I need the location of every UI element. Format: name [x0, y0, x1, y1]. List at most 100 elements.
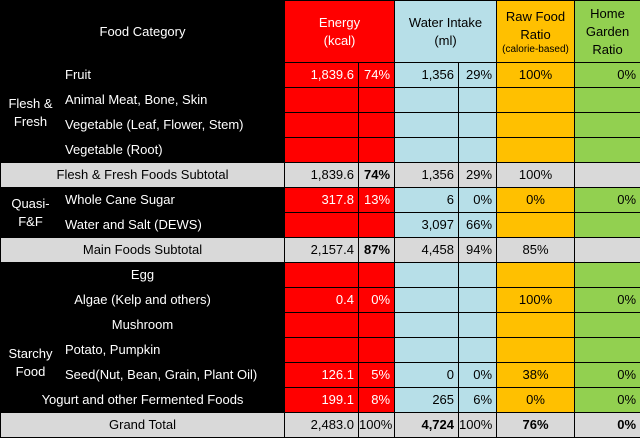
energy-value: 0.4 — [285, 288, 359, 313]
subtotal-row: Main Foods Subtotal 2,157.4 87% 4,458 94… — [1, 238, 640, 263]
header-energy: Energy (kcal) — [285, 1, 395, 63]
group-starchy: Starchy Food — [1, 338, 61, 388]
water-pct — [459, 288, 497, 313]
energy-value: 1,839.6 — [285, 63, 359, 88]
energy-pct: 74% — [359, 63, 395, 88]
home-ratio: 0% — [575, 413, 640, 438]
raw-ratio — [497, 338, 575, 363]
water-value: 1,356 — [395, 163, 459, 188]
header-water-line1: Water Intake — [409, 15, 482, 30]
row-label: Egg — [1, 263, 285, 288]
energy-value — [285, 88, 359, 113]
table-row: Starchy Food Potato, Pumpkin — [1, 338, 640, 363]
water-pct — [459, 313, 497, 338]
water-pct: 6% — [459, 388, 497, 413]
home-ratio — [575, 113, 640, 138]
header-energy-line2: (kcal) — [324, 33, 356, 48]
energy-pct — [359, 213, 395, 238]
water-value — [395, 288, 459, 313]
group-quasi: Quasi-F&F — [1, 188, 61, 238]
header-row: Food Category Energy (kcal) Water Intake… — [1, 1, 640, 63]
header-energy-line1: Energy — [319, 15, 360, 30]
raw-ratio — [497, 313, 575, 338]
row-label: Potato, Pumpkin — [61, 338, 285, 363]
raw-ratio: 76% — [497, 413, 575, 438]
water-value: 265 — [395, 388, 459, 413]
raw-ratio: 100% — [497, 63, 575, 88]
water-value — [395, 138, 459, 163]
water-value: 0 — [395, 363, 459, 388]
header-water: Water Intake (ml) — [395, 1, 497, 63]
energy-value — [285, 113, 359, 138]
water-pct: 100% — [459, 413, 497, 438]
energy-value: 2,483.0 — [285, 413, 359, 438]
row-label: Vegetable (Leaf, Flower, Stem) — [61, 113, 285, 138]
table-row: Yogurt and other Fermented Foods 199.1 8… — [1, 388, 640, 413]
header-raw-line3: (calorie-based) — [497, 44, 574, 56]
energy-pct — [359, 263, 395, 288]
row-label: Main Foods Subtotal — [1, 238, 285, 263]
energy-pct: 74% — [359, 163, 395, 188]
water-value: 1,356 — [395, 63, 459, 88]
home-ratio — [575, 338, 640, 363]
home-ratio: 0% — [575, 363, 640, 388]
table-row: Quasi-F&F Whole Cane Sugar 317.8 13% 6 0… — [1, 188, 640, 213]
row-label: Vegetable (Root) — [61, 138, 285, 163]
water-pct — [459, 338, 497, 363]
group-flesh: Flesh & Fresh — [1, 63, 61, 163]
water-value — [395, 113, 459, 138]
row-label: Water and Salt (DEWS) — [61, 213, 285, 238]
water-pct: 0% — [459, 188, 497, 213]
row-label: Yogurt and other Fermented Foods — [1, 388, 285, 413]
water-pct — [459, 113, 497, 138]
raw-ratio: 100% — [497, 288, 575, 313]
water-value — [395, 338, 459, 363]
home-ratio — [575, 213, 640, 238]
home-ratio: 0% — [575, 388, 640, 413]
energy-value: 317.8 — [285, 188, 359, 213]
row-label: Animal Meat, Bone, Skin — [61, 88, 285, 113]
energy-pct — [359, 338, 395, 363]
energy-value: 199.1 — [285, 388, 359, 413]
row-label: Seed(Nut, Bean, Grain, Plant Oil) — [61, 363, 285, 388]
grand-total-row: Grand Total 2,483.0 100% 4,724 100% 76% … — [1, 413, 640, 438]
home-ratio: 0% — [575, 63, 640, 88]
home-ratio: 0% — [575, 188, 640, 213]
header-raw-line1: Raw Food — [506, 9, 565, 24]
raw-ratio: 100% — [497, 163, 575, 188]
home-ratio: 0% — [575, 288, 640, 313]
raw-ratio: 85% — [497, 238, 575, 263]
water-pct — [459, 138, 497, 163]
water-value — [395, 263, 459, 288]
table-row: Seed(Nut, Bean, Grain, Plant Oil) 126.1 … — [1, 363, 640, 388]
raw-ratio — [497, 113, 575, 138]
home-ratio — [575, 313, 640, 338]
home-ratio — [575, 88, 640, 113]
raw-ratio — [497, 263, 575, 288]
raw-ratio — [497, 138, 575, 163]
home-ratio — [575, 238, 640, 263]
header-water-line2: (ml) — [434, 33, 456, 48]
energy-pct: 5% — [359, 363, 395, 388]
row-label: Fruit — [61, 63, 285, 88]
table-row: Vegetable (Root) — [1, 138, 640, 163]
water-pct: 29% — [459, 63, 497, 88]
energy-value — [285, 338, 359, 363]
water-pct: 0% — [459, 363, 497, 388]
water-value: 4,724 — [395, 413, 459, 438]
energy-pct: 8% — [359, 388, 395, 413]
raw-ratio — [497, 88, 575, 113]
table-row: Flesh & Fresh Fruit 1,839.6 74% 1,356 29… — [1, 63, 640, 88]
water-value — [395, 313, 459, 338]
energy-pct — [359, 113, 395, 138]
row-label: Whole Cane Sugar — [61, 188, 285, 213]
energy-pct — [359, 88, 395, 113]
row-label: Flesh & Fresh Foods Subtotal — [1, 163, 285, 188]
water-pct: 94% — [459, 238, 497, 263]
water-value: 6 — [395, 188, 459, 213]
header-home-line1: Home — [590, 6, 625, 21]
header-raw-line2: Ratio — [520, 27, 550, 42]
energy-value: 2,157.4 — [285, 238, 359, 263]
energy-pct — [359, 138, 395, 163]
header-food-category: Food Category — [1, 1, 285, 63]
